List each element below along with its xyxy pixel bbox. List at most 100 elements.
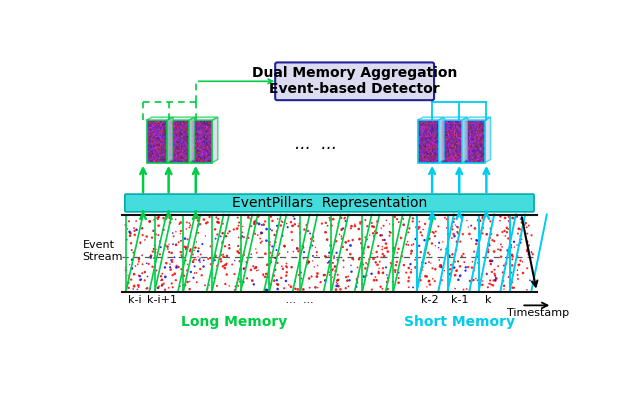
Point [373,243,384,249]
Point [515,257,525,264]
Point [527,249,537,255]
Point [251,246,261,252]
Polygon shape [441,117,467,120]
Point [469,267,479,274]
Point [167,257,177,263]
Point [363,261,373,267]
Point [486,226,496,233]
Point [419,237,429,244]
Point [272,228,282,235]
Polygon shape [464,117,490,120]
Point [252,249,262,256]
Point [441,216,452,222]
Point [263,274,273,281]
Point [369,224,379,230]
Bar [146,120,167,162]
Point [333,220,343,226]
Point [186,269,196,275]
Point [484,280,494,287]
Point [376,254,386,261]
Point [326,242,336,249]
Point [166,215,176,222]
Point [324,249,335,256]
Point [235,258,245,264]
Point [452,267,462,274]
Point [450,285,460,292]
Point [522,230,532,237]
Point [332,277,342,284]
Polygon shape [146,117,173,120]
Point [460,267,471,274]
Point [181,246,191,253]
Point [190,244,200,251]
Point [503,235,513,242]
Point [164,241,174,247]
Point [499,283,509,289]
Point [260,251,270,257]
Point [373,268,384,275]
Point [251,221,261,227]
Point [156,277,166,284]
Point [165,264,176,271]
Point [367,223,377,230]
Point [233,276,244,282]
Point [471,237,481,244]
Point [474,280,484,286]
Point [312,262,322,269]
Point [477,215,487,222]
Point [485,280,495,287]
Point [430,233,440,239]
Point [257,238,267,244]
Polygon shape [169,117,195,120]
Point [129,271,139,277]
Text: ...  ...: ... ... [286,295,314,305]
Point [277,218,287,225]
Point [157,277,167,283]
Point [298,244,308,251]
Point [193,248,204,255]
Point [167,250,177,256]
Point [292,245,302,252]
Point [260,274,270,280]
Point [237,229,247,236]
Point [125,230,135,237]
Point [490,277,501,283]
Point [146,254,156,261]
Point [324,272,335,278]
Point [482,271,492,278]
Point [134,258,144,265]
Point [357,259,368,266]
Point [146,253,156,260]
Point [275,222,286,229]
Point [503,217,513,224]
Point [158,280,169,287]
Polygon shape [418,117,444,120]
Point [359,273,369,280]
Point [373,270,384,276]
Point [391,262,401,268]
Point [153,284,163,291]
Point [396,235,406,241]
Point [252,267,262,274]
Point [515,226,525,233]
Point [485,258,495,264]
Point [512,242,522,248]
Point [183,236,193,243]
Point [160,274,170,280]
Point [134,272,144,279]
Point [186,246,196,253]
Point [466,235,476,242]
Point [205,261,216,268]
Point [199,216,209,223]
Point [183,261,193,268]
Point [121,267,131,273]
Point [464,231,474,237]
Point [147,234,157,241]
Point [354,226,364,232]
Point [436,277,446,284]
Point [406,269,416,275]
Point [293,248,303,254]
Point [299,255,309,262]
Point [499,262,509,269]
Point [234,219,244,226]
